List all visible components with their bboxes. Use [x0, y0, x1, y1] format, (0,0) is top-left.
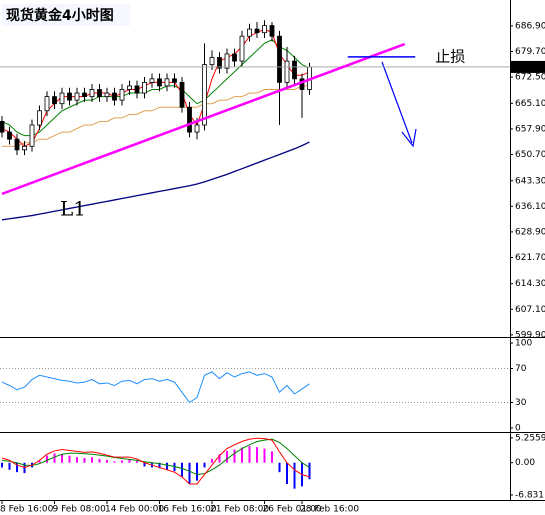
- y-tick-label: 643.30: [515, 176, 545, 186]
- y-tick-label: 650.70: [515, 150, 545, 160]
- candle-body: [29, 124, 35, 147]
- candle-body: [149, 78, 155, 83]
- trend-label: L1: [60, 197, 86, 221]
- stop-loss-label: 止损: [435, 47, 465, 65]
- y-tick-label: 599.90: [515, 330, 545, 340]
- candle-body: [67, 92, 72, 101]
- candle-body: [0, 121, 5, 133]
- candle-body: [247, 28, 252, 37]
- candle-body: [14, 138, 20, 151]
- candle-body: [239, 35, 245, 62]
- candle-body: [127, 85, 132, 90]
- candle-body: [112, 92, 117, 101]
- last-price-label: 675.35: [514, 62, 545, 72]
- trend-line: [1, 42, 406, 196]
- x-tick-label: 8 Feb 16:00: [0, 505, 54, 515]
- y-tick-label: 100: [515, 339, 532, 349]
- candle-body: [202, 64, 207, 126]
- arrow-head: [401, 128, 417, 148]
- candle-body: [134, 85, 140, 94]
- y-tick-label: 628.90: [515, 227, 545, 237]
- moving-average: [1, 39, 310, 137]
- candle-body: [277, 35, 282, 83]
- y-tick-label: 70: [515, 364, 527, 374]
- line: [1, 371, 310, 404]
- signal-line: [1, 437, 310, 485]
- candle-body: [179, 81, 185, 108]
- y-tick-label: 679.70: [515, 47, 545, 57]
- candle-body: [232, 53, 237, 62]
- candle-body: [269, 25, 275, 37]
- last-price-box: [511, 60, 545, 73]
- candle-body: [104, 92, 110, 97]
- y-tick-label: -6.831: [515, 490, 544, 500]
- x-tick-label: 21 Feb 08:00: [210, 505, 269, 515]
- moving-average: [2, 85, 310, 147]
- candle-body: [284, 60, 290, 83]
- candle-body: [224, 53, 230, 69]
- candle-body: [254, 28, 260, 34]
- candle-body: [142, 81, 147, 94]
- arrow: [381, 61, 413, 144]
- candle-body: [187, 106, 192, 133]
- y-tick-label: 621.70: [515, 253, 545, 263]
- x-tick-label: 28 Feb 16:00: [300, 505, 359, 515]
- y-tick-label: 657.90: [515, 124, 545, 134]
- y-tick-label: 636.10: [515, 202, 545, 212]
- candle-body: [292, 60, 297, 80]
- candle-body: [172, 78, 177, 83]
- title-box: [2, 4, 130, 26]
- candle-body: [217, 57, 222, 69]
- candle-body: [22, 145, 27, 151]
- candle-body: [194, 124, 200, 133]
- candle-body: [157, 78, 162, 87]
- y-tick-label: 686.90: [515, 21, 545, 31]
- y-tick-label: 665.10: [515, 99, 545, 109]
- y-tick-label: 614.30: [515, 279, 545, 289]
- y-tick-label: 0: [515, 424, 521, 434]
- candle-body: [37, 110, 42, 126]
- candle-body: [44, 96, 50, 112]
- candle-body: [262, 25, 267, 34]
- moving-average: [1, 141, 310, 221]
- candle-body: [209, 57, 215, 66]
- candle-body: [74, 92, 80, 101]
- candle-body: [97, 89, 102, 97]
- candle-body: [7, 131, 12, 140]
- x-tick-label: 9 Feb 08:00: [53, 505, 107, 515]
- candle-body: [82, 92, 87, 97]
- candle-body: [164, 78, 170, 87]
- chart-title: 现货黄金4小时图: [6, 7, 114, 24]
- x-tick-label: 14 Feb 00:00: [105, 505, 164, 515]
- candle-body: [52, 96, 57, 105]
- candle-body: [119, 89, 125, 101]
- candle-body: [89, 89, 95, 97]
- y-tick-label: 5.2559: [515, 433, 545, 443]
- y-tick-label: 0.00: [515, 458, 535, 468]
- x-tick-label: 16 Feb 16:00: [158, 505, 217, 515]
- candle-body: [59, 92, 65, 105]
- x-tick-label: 26 Feb 01:00: [263, 505, 322, 515]
- y-tick-label: 30: [515, 398, 527, 408]
- y-tick-label: 672.50: [515, 73, 545, 83]
- signal-line: [1, 438, 310, 476]
- y-tick-label: 607.10: [515, 305, 545, 315]
